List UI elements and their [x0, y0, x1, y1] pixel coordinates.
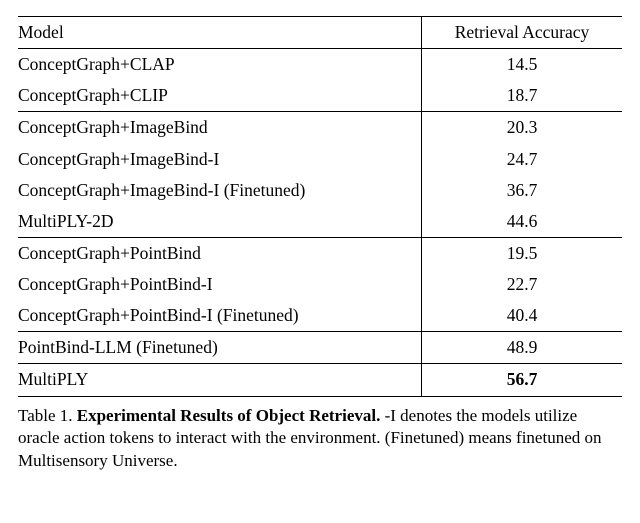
cell-model: ConceptGraph+CLIP: [18, 80, 422, 112]
table-row: ConceptGraph+ImageBind-I24.7: [18, 144, 622, 175]
caption-label: Table 1.: [18, 406, 73, 425]
table-row: ConceptGraph+CLIP18.7: [18, 80, 622, 112]
table-row: PointBind-LLM (Finetuned)48.9: [18, 332, 622, 364]
caption-title: Experimental Results of Object Retrieval…: [77, 406, 381, 425]
table-row: ConceptGraph+PointBind19.5: [18, 237, 622, 269]
cell-model: PointBind-LLM (Finetuned): [18, 332, 422, 364]
table-header-row: Model Retrieval Accuracy: [18, 17, 622, 49]
cell-accuracy: 48.9: [422, 332, 623, 364]
table-body: ConceptGraph+CLAP14.5ConceptGraph+CLIP18…: [18, 49, 622, 396]
cell-model: ConceptGraph+PointBind-I (Finetuned): [18, 300, 422, 332]
cell-model: MultiPLY: [18, 364, 422, 396]
cell-accuracy: 24.7: [422, 144, 623, 175]
table-row: ConceptGraph+CLAP14.5: [18, 49, 622, 81]
cell-model: ConceptGraph+CLAP: [18, 49, 422, 81]
cell-model: ConceptGraph+PointBind-I: [18, 269, 422, 300]
cell-accuracy: 40.4: [422, 300, 623, 332]
table-row: ConceptGraph+ImageBind20.3: [18, 112, 622, 144]
cell-accuracy: 14.5: [422, 49, 623, 81]
table-row: MultiPLY56.7: [18, 364, 622, 396]
table-caption: Table 1. Experimental Results of Object …: [18, 405, 622, 474]
cell-accuracy: 22.7: [422, 269, 623, 300]
header-model: Model: [18, 17, 422, 49]
table-row: MultiPLY-2D44.6: [18, 206, 622, 238]
table-row: ConceptGraph+PointBind-I (Finetuned)40.4: [18, 300, 622, 332]
cell-model: MultiPLY-2D: [18, 206, 422, 238]
cell-accuracy: 56.7: [422, 364, 623, 396]
table-row: ConceptGraph+ImageBind-I (Finetuned)36.7: [18, 175, 622, 206]
header-accuracy: Retrieval Accuracy: [422, 17, 623, 49]
results-table: Model Retrieval Accuracy ConceptGraph+CL…: [18, 16, 622, 397]
cell-accuracy: 36.7: [422, 175, 623, 206]
cell-model: ConceptGraph+PointBind: [18, 237, 422, 269]
cell-accuracy: 20.3: [422, 112, 623, 144]
cell-accuracy: 44.6: [422, 206, 623, 238]
cell-model: ConceptGraph+ImageBind: [18, 112, 422, 144]
table-row: ConceptGraph+PointBind-I22.7: [18, 269, 622, 300]
cell-model: ConceptGraph+ImageBind-I (Finetuned): [18, 175, 422, 206]
cell-model: ConceptGraph+ImageBind-I: [18, 144, 422, 175]
cell-accuracy: 19.5: [422, 237, 623, 269]
cell-accuracy: 18.7: [422, 80, 623, 112]
